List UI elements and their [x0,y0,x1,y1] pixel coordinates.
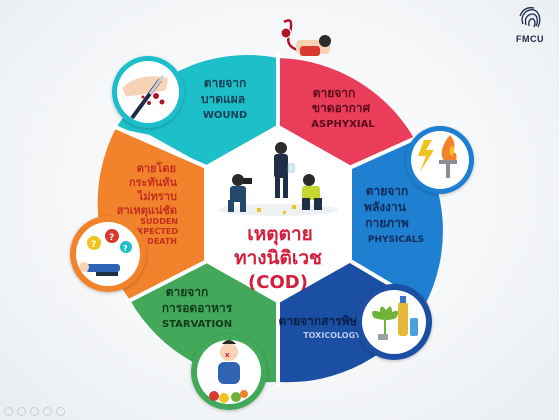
svg-text:x: x [225,351,230,359]
pen-tool-icon[interactable] [30,406,39,416]
toxicology-label-en: TOXICOLOGY [303,331,361,340]
center-title-line2: ทางนิติเวช [234,247,322,269]
sudden-label-th2: กระทันหัน [129,176,177,189]
segment-asphyxial [278,58,415,169]
sudden-label-en3: DEATH [147,237,177,246]
segment-wound-fill [116,54,278,169]
starving-person-drawing: x [209,340,248,403]
svg-text:?: ? [109,233,114,243]
crime-scene-icon [218,142,338,216]
next-slide-icon[interactable] [17,406,26,416]
prev-slide-icon[interactable] [4,406,13,416]
starvation-label-th1: ตายจาก [166,285,209,299]
asphyxial-label-th2: ขาดอากาศ [312,101,371,115]
zoom-icon[interactable] [43,406,52,416]
fmcu-logo: FMCU [507,4,553,52]
physicals-label-th2: พลังงาน [364,200,407,214]
fire-lightning-drawing [418,135,457,178]
wound-label-th1: ตายจาก [204,76,247,90]
center-title: เหตุตาย ทางนิติเวช (COD) [234,223,322,293]
sudden-label-en1: SUDDEN [140,217,178,226]
sudden-label-th4: สาเหตุแน่ชัด [117,204,177,218]
strangulation-icon [280,19,331,56]
center-title-line1: เหตุตาย [247,223,313,246]
starvation-label-en: STARVATION [162,319,232,330]
wound-label-en: WOUND [203,110,247,121]
logo-text: FMCU [516,34,544,44]
toxicology-label-th1: ตายจากสารพิษ [279,314,358,328]
physicals-label-th1: ตายจาก [366,184,409,198]
more-options-icon[interactable] [56,406,65,416]
svg-text:?: ? [91,240,96,250]
asphyxial-label-en: ASPHYXIAL [311,119,375,130]
physicals-label-th3: กายภาพ [365,216,409,230]
collapsed-person-drawing: ? ? ? [79,229,132,276]
fingerprint-icon [519,7,541,28]
sudden-label-th1: ตายโดย [137,161,176,175]
sudden-label-en2: UNEXPECTED [118,227,178,236]
poison-bottles-icon [356,284,432,360]
svg-text:?: ? [123,244,128,253]
starvation-label-th2: การอดอาหาร [162,301,233,315]
center-title-line3: (COD) [248,272,308,293]
asphyxial-label-th1: ตายจาก [313,86,356,100]
wound-label-th2: บาดแผล [201,92,245,106]
slide-controls [4,404,65,418]
physicals-label-en: PHYSICALS [368,235,424,245]
sudden-label-th3: ไม่ทราบ [136,189,177,203]
poison-bottles-drawing [372,296,418,340]
collapsed-person-icon [70,216,146,292]
knife-wound-drawing [122,75,168,120]
